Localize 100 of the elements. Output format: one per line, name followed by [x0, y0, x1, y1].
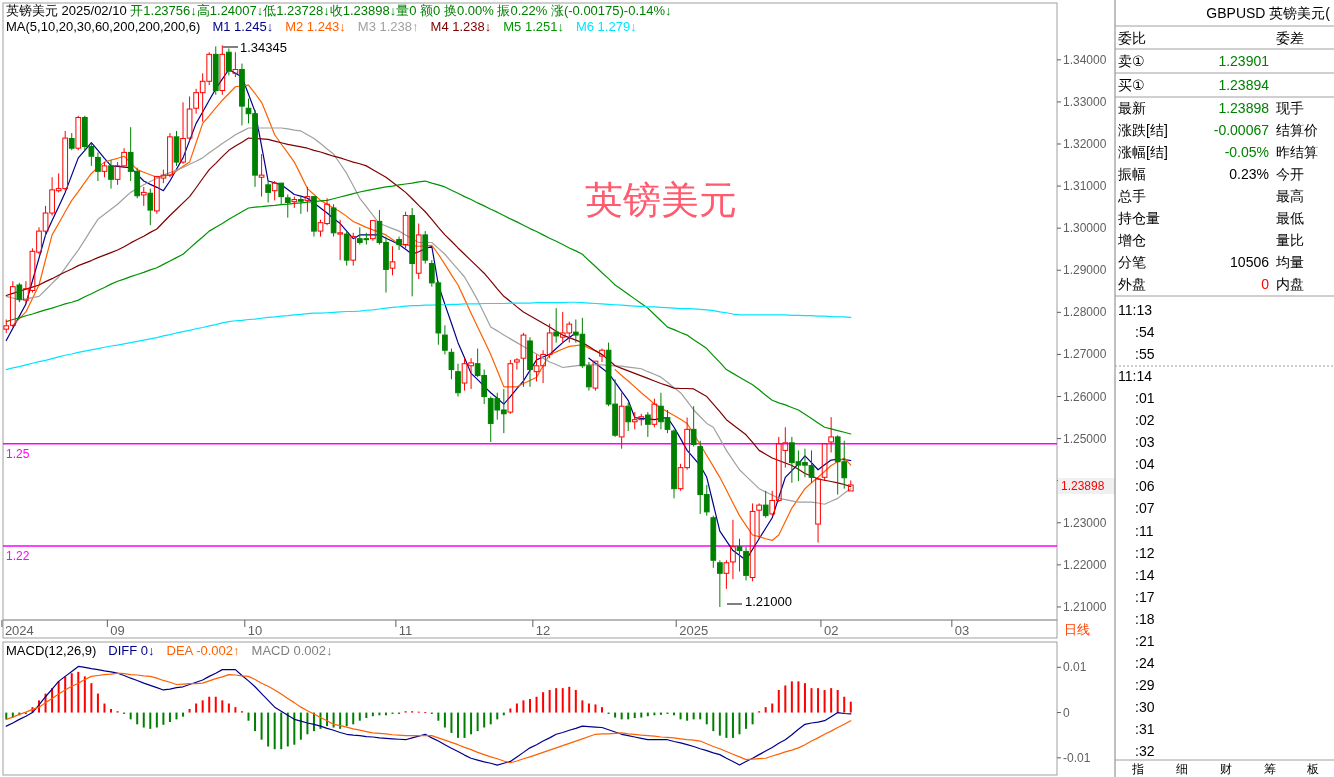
bar: [450, 712, 453, 733]
bar: [529, 699, 531, 713]
x-tick-label: 02: [823, 623, 839, 638]
y-tick-label: 1.28000: [1063, 305, 1107, 320]
text: 财: [1220, 762, 1232, 776]
text: 外盘: [1118, 276, 1146, 292]
text: :17: [1135, 588, 1155, 605]
bar: [594, 704, 597, 713]
text: M3 1.238↑: [357, 19, 419, 34]
bar: [221, 700, 224, 713]
text: 1.23901: [1218, 53, 1270, 69]
bar: [574, 689, 577, 713]
text: :01: [1135, 390, 1155, 407]
candlestick: [815, 476, 821, 544]
bar: [195, 703, 198, 713]
text: 最新: [1118, 100, 1146, 116]
bar: [810, 688, 813, 713]
candlestick: [265, 180, 271, 203]
bar: [745, 712, 748, 729]
note: 1.34345: [222, 39, 287, 55]
bar: [751, 712, 754, 725]
text: M4 1.238↓: [430, 19, 492, 34]
bar: [803, 683, 806, 713]
text: 委比: [1118, 30, 1146, 46]
bar: [764, 707, 767, 713]
bar: [601, 707, 604, 713]
text: :30: [1135, 698, 1155, 715]
bar: [489, 712, 492, 725]
text: :14: [1135, 566, 1155, 583]
text: 0: [1261, 276, 1270, 292]
bar: [136, 712, 139, 725]
text: :32: [1135, 743, 1155, 759]
text: 增仓: [1117, 232, 1146, 248]
bar: [168, 712, 171, 723]
bar: [463, 712, 466, 738]
text: 量比: [1276, 232, 1304, 248]
bar: [77, 671, 80, 713]
bar: [260, 712, 263, 740]
bar: [614, 712, 617, 718]
bar: [587, 703, 590, 713]
text: 买①: [1118, 77, 1145, 93]
text: 1.23898: [1218, 100, 1270, 116]
text: :06: [1135, 478, 1155, 495]
bar: [70, 673, 73, 713]
text: 0.23%: [1229, 166, 1269, 182]
bar: [332, 712, 335, 728]
y-tick-label: 1.33000: [1063, 94, 1107, 109]
text: 分笔: [1118, 254, 1146, 270]
annotation: 1.34345: [240, 39, 287, 55]
candlestick: [140, 186, 147, 207]
x-tick-label: 2025: [679, 623, 709, 638]
text: 均量: [1275, 254, 1304, 270]
annotation: MACD 0.002↓: [251, 643, 333, 658]
text: :31: [1135, 720, 1155, 737]
legend-title: MA(5,10,20,30,60,200,200,200,6): [6, 19, 201, 34]
text: 筹: [1264, 762, 1276, 776]
bar: [535, 696, 538, 713]
text: 指: [1131, 762, 1144, 776]
note: 日线: [1064, 622, 1090, 637]
bar: [437, 712, 440, 721]
bar: [476, 712, 479, 732]
y-tick-label: 1.32000: [1063, 136, 1107, 151]
line-series: [5, 180, 852, 435]
bar: [738, 712, 741, 735]
bar: [731, 712, 734, 738]
bar: [797, 681, 800, 713]
bar: [640, 712, 643, 718]
candlestick: [599, 348, 605, 363]
text: :21: [1135, 632, 1155, 649]
bar: [581, 700, 584, 713]
y-tick-label: 1.23000: [1063, 515, 1107, 530]
bar: [849, 701, 852, 713]
bar: [64, 676, 67, 713]
bar: [843, 696, 846, 713]
note: 1.23898: [1058, 478, 1115, 494]
bar: [280, 712, 283, 750]
candlestick: [527, 336, 533, 388]
bar: [358, 712, 361, 721]
text: :04: [1135, 456, 1155, 473]
text: 内盘: [1276, 276, 1304, 292]
candlestick: [743, 546, 749, 581]
text: M2 1.243↓: [285, 19, 346, 34]
text: GBPUSD 英镑美元(: [1206, 5, 1331, 21]
text: 11:13: [1118, 302, 1153, 318]
text: :07: [1135, 500, 1155, 517]
bar: [201, 700, 204, 713]
ref-line-label: 1.22: [6, 548, 30, 563]
bar: [633, 712, 636, 718]
bar: [57, 681, 60, 713]
bar: [162, 712, 165, 725]
bar: [470, 712, 473, 735]
text: :12: [1135, 544, 1155, 561]
y-tick-label: -0.01: [1063, 750, 1091, 765]
text: :29: [1135, 676, 1155, 693]
bar: [823, 689, 826, 713]
candlestick: [756, 502, 762, 540]
bar: [483, 712, 486, 728]
bar: [561, 688, 564, 713]
text: :54: [1135, 324, 1155, 341]
y-tick-label: 1.21000: [1063, 599, 1107, 614]
